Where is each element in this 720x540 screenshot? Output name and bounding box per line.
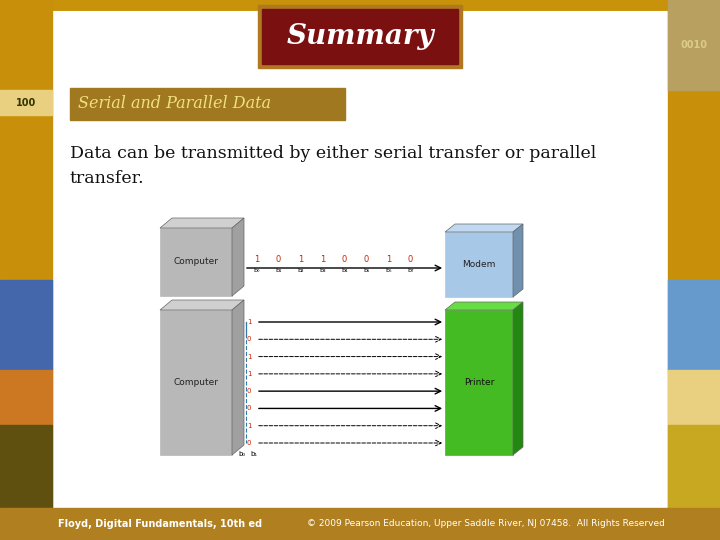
Bar: [246, 252, 267, 266]
Polygon shape: [513, 302, 523, 455]
Text: © 2009 Pearson Education, Upper Saddle River, NJ 07458.  All Rights Reserved: © 2009 Pearson Education, Upper Saddle R…: [307, 519, 665, 529]
Text: 1: 1: [386, 254, 391, 264]
Polygon shape: [160, 218, 244, 228]
Text: b₁: b₁: [275, 268, 282, 273]
Text: 1: 1: [298, 254, 303, 264]
Text: 0: 0: [247, 388, 251, 394]
Bar: [0, 370, 52, 425]
Text: 0: 0: [408, 254, 413, 264]
Polygon shape: [513, 224, 523, 297]
Bar: [0, 280, 52, 370]
Text: 1: 1: [320, 254, 325, 264]
Bar: [668, 0, 720, 540]
Bar: [668, 425, 720, 540]
Polygon shape: [232, 218, 244, 296]
Bar: [334, 252, 355, 266]
Text: 0010: 0010: [680, 40, 708, 50]
Text: 0: 0: [247, 406, 251, 411]
Polygon shape: [445, 224, 523, 232]
Text: Printer: Printer: [464, 378, 494, 387]
Text: b₆: b₆: [385, 268, 392, 273]
Text: Data can be transmitted by either serial transfer or parallel: Data can be transmitted by either serial…: [70, 145, 596, 162]
Bar: [52, 12, 668, 508]
Text: 1: 1: [247, 371, 251, 377]
Text: 0: 0: [247, 440, 251, 446]
Text: 1: 1: [247, 423, 251, 429]
Polygon shape: [445, 302, 523, 310]
Bar: [668, 280, 720, 370]
Text: b₀: b₀: [253, 268, 260, 273]
Text: b₀: b₀: [238, 451, 246, 457]
Bar: [668, 370, 720, 425]
Bar: [70, 88, 345, 120]
Text: 1: 1: [247, 354, 251, 360]
Bar: [160, 310, 232, 455]
Polygon shape: [160, 300, 244, 310]
Text: 0: 0: [364, 254, 369, 264]
Text: b₃: b₃: [319, 268, 325, 273]
Text: 1: 1: [247, 319, 251, 325]
Bar: [668, 0, 720, 90]
Text: 0: 0: [276, 254, 281, 264]
Bar: [356, 252, 377, 266]
Bar: [268, 252, 289, 266]
Text: b₁: b₁: [251, 451, 258, 457]
Text: b₂: b₂: [297, 268, 304, 273]
Bar: [290, 252, 311, 266]
Text: Floyd, Digital Fundamentals, 10th ed: Floyd, Digital Fundamentals, 10th ed: [58, 519, 262, 529]
Text: Summary: Summary: [286, 23, 434, 50]
Bar: [0, 90, 52, 115]
Text: Serial and Parallel Data: Serial and Parallel Data: [78, 96, 271, 112]
Text: b₅: b₅: [364, 268, 369, 273]
Bar: [445, 232, 513, 297]
Bar: [445, 310, 513, 455]
Bar: [400, 252, 421, 266]
Polygon shape: [232, 300, 244, 455]
Text: Computer: Computer: [174, 258, 218, 267]
Bar: [258, 5, 462, 68]
Text: 1: 1: [254, 254, 259, 264]
Text: b₇: b₇: [408, 268, 414, 273]
Text: Modem: Modem: [462, 260, 495, 269]
Bar: [0, 0, 52, 540]
Text: 100: 100: [16, 98, 36, 108]
Text: transfer.: transfer.: [70, 170, 145, 187]
Bar: [0, 425, 52, 540]
Bar: [312, 252, 333, 266]
Text: Computer: Computer: [174, 378, 218, 387]
Text: 0: 0: [247, 336, 251, 342]
Bar: [0, 508, 720, 540]
Bar: [378, 252, 399, 266]
Bar: [160, 228, 232, 296]
Bar: [262, 9, 458, 64]
Text: b₄: b₄: [341, 268, 348, 273]
Text: 0: 0: [342, 254, 347, 264]
